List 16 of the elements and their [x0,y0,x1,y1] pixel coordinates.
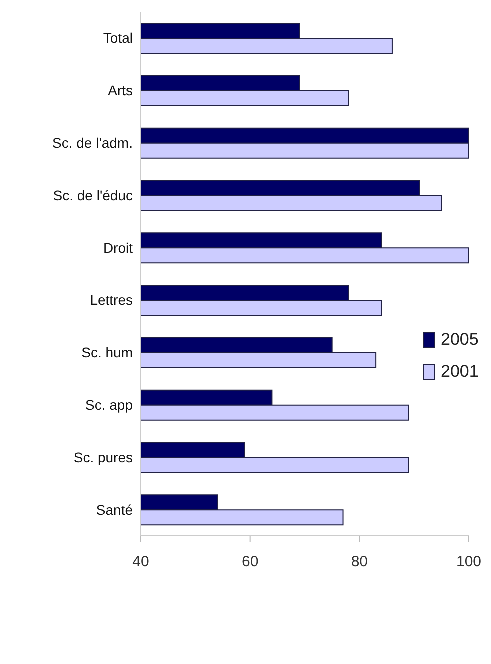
y-tick-label: Arts [108,82,133,99]
y-tick-label: Sc. app [86,396,134,413]
y-tick-label: Sc. hum [82,344,133,361]
y-tick-label: Sc. pures [74,449,133,466]
y-tick-label: Sc. de l'éduc [53,187,133,204]
x-tick-label: 100 [456,554,482,571]
x-tick-label: 60 [242,554,259,571]
y-tick-label: Lettres [90,292,133,308]
y-tick-label: Sc. de l'adm. [52,134,133,151]
x-tick-label: 80 [351,554,368,571]
y-tick-label: Droit [103,240,134,256]
x-tick-label: 40 [132,554,150,571]
y-tick-label: Total [103,30,133,46]
y-tick-label: Santé [96,502,134,518]
legend-label: 2001 [441,362,479,382]
legend-label: 2005 [441,330,479,350]
